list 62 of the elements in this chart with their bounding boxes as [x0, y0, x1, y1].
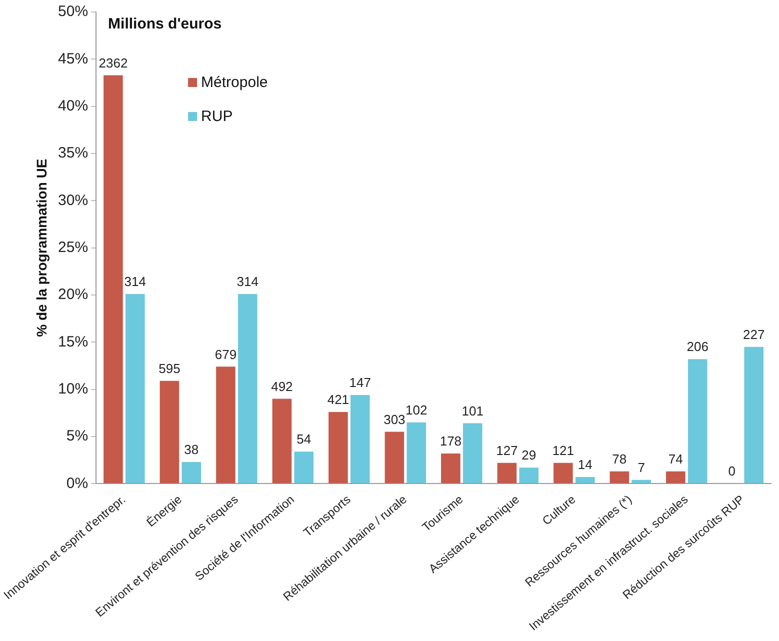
legend-label: RUP	[201, 108, 233, 126]
y-tick-label: 45%	[58, 50, 88, 68]
annotation: 121	[552, 442, 574, 458]
annotation: 303	[384, 412, 406, 427]
y-axis-title: % de la programmation UE	[33, 158, 50, 337]
bar	[238, 294, 258, 484]
y-tick-label: 0%	[66, 474, 88, 492]
annotation: 74	[668, 451, 683, 466]
bar	[632, 480, 652, 484]
y-tick-label: 10%	[58, 380, 88, 398]
annotation: 421	[327, 392, 350, 408]
y-tick-label: 20%	[58, 286, 88, 304]
y-tick-label: 30%	[58, 192, 88, 209]
bar	[688, 359, 708, 484]
annotation: 595	[158, 360, 180, 376]
annotation: Millions d'euros	[108, 16, 222, 33]
bar	[406, 422, 426, 484]
bar	[182, 462, 202, 484]
bar	[554, 462, 573, 484]
bar	[666, 471, 686, 484]
bar	[328, 412, 348, 484]
annotation: 29	[522, 448, 536, 463]
annotation: 54	[296, 432, 312, 447]
bar	[125, 294, 145, 484]
bar	[160, 380, 180, 484]
bar	[216, 366, 236, 484]
y-tick-label: 15%	[58, 333, 88, 350]
bar	[384, 432, 404, 484]
annotation: 7	[638, 460, 645, 475]
bar	[272, 398, 292, 484]
annotation: 206	[686, 339, 708, 354]
bar	[575, 477, 595, 484]
annotation: 314	[236, 274, 258, 290]
bar	[497, 462, 517, 484]
annotation: 38	[184, 442, 199, 458]
annotation: 102	[406, 402, 428, 418]
annotation: 314	[124, 274, 146, 290]
bar	[294, 452, 314, 484]
annotation: 14	[578, 457, 592, 472]
bar	[104, 75, 123, 484]
annotation: 492	[271, 378, 293, 394]
annotation: 147	[349, 375, 371, 390]
annotation: 2362	[98, 55, 128, 70]
y-tick-label: 25%	[58, 238, 88, 256]
bar	[350, 394, 370, 484]
y-tick-label: 5%	[66, 428, 88, 445]
annotation: 127	[496, 442, 518, 458]
legend-label: Métropole	[201, 74, 268, 92]
annotation: 178	[440, 434, 462, 449]
annotation: 0	[728, 464, 736, 479]
annotation: 227	[742, 326, 765, 342]
bar	[519, 468, 539, 484]
annotation: 679	[214, 346, 237, 362]
bar	[462, 423, 482, 484]
annotation: 101	[462, 403, 484, 418]
y-tick-label: 35%	[58, 144, 88, 162]
y-tick-label: 50%	[58, 3, 88, 20]
annotation: 78	[612, 451, 627, 466]
bar	[610, 471, 630, 484]
bar	[744, 346, 764, 484]
bar	[441, 453, 460, 484]
y-tick-label: 40%	[58, 97, 88, 114]
